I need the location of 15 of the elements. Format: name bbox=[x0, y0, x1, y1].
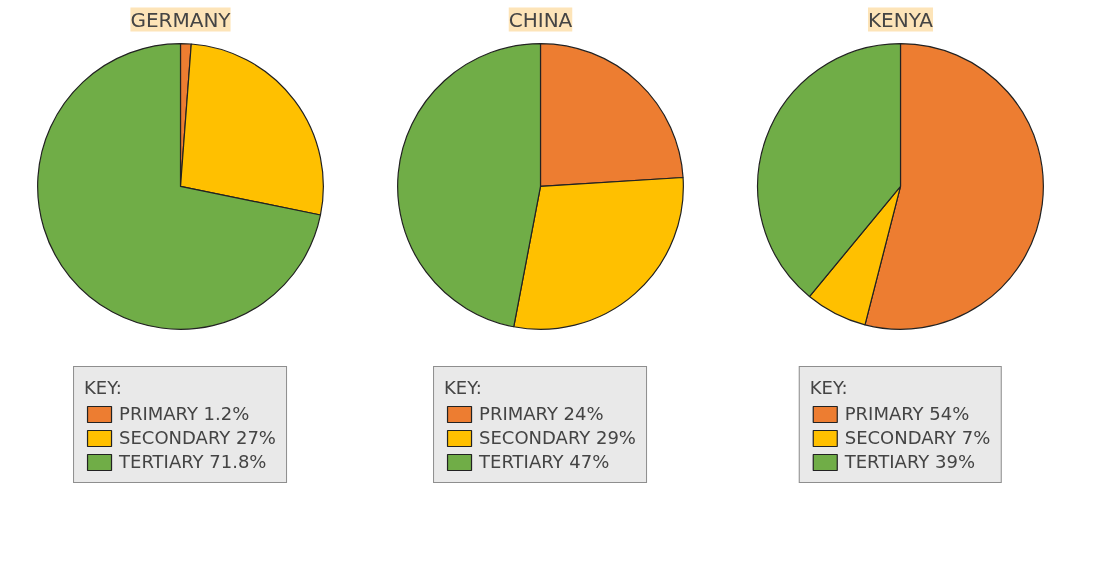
legend-label: TERTIARY 39% bbox=[844, 451, 976, 472]
legend-label: SECONDARY 27% bbox=[119, 427, 276, 448]
legend-label: SECONDARY 29% bbox=[479, 427, 636, 448]
legend-label: SECONDARY 7% bbox=[844, 427, 991, 448]
legend-label: PRIMARY 54% bbox=[844, 403, 970, 424]
legend-label: PRIMARY 1.2% bbox=[119, 403, 250, 424]
chart-title: GERMANY bbox=[130, 7, 232, 32]
legend-label: PRIMARY 24% bbox=[479, 403, 604, 424]
legend-title: KEY: bbox=[84, 377, 123, 398]
legend-title: KEY: bbox=[444, 377, 483, 398]
legend-title: KEY: bbox=[809, 377, 849, 398]
legend-label: TERTIARY 47% bbox=[479, 451, 610, 472]
chart-title: CHINA bbox=[508, 7, 573, 32]
chart-title: KENYA bbox=[867, 7, 934, 32]
legend-label: TERTIARY 71.8% bbox=[119, 451, 267, 472]
